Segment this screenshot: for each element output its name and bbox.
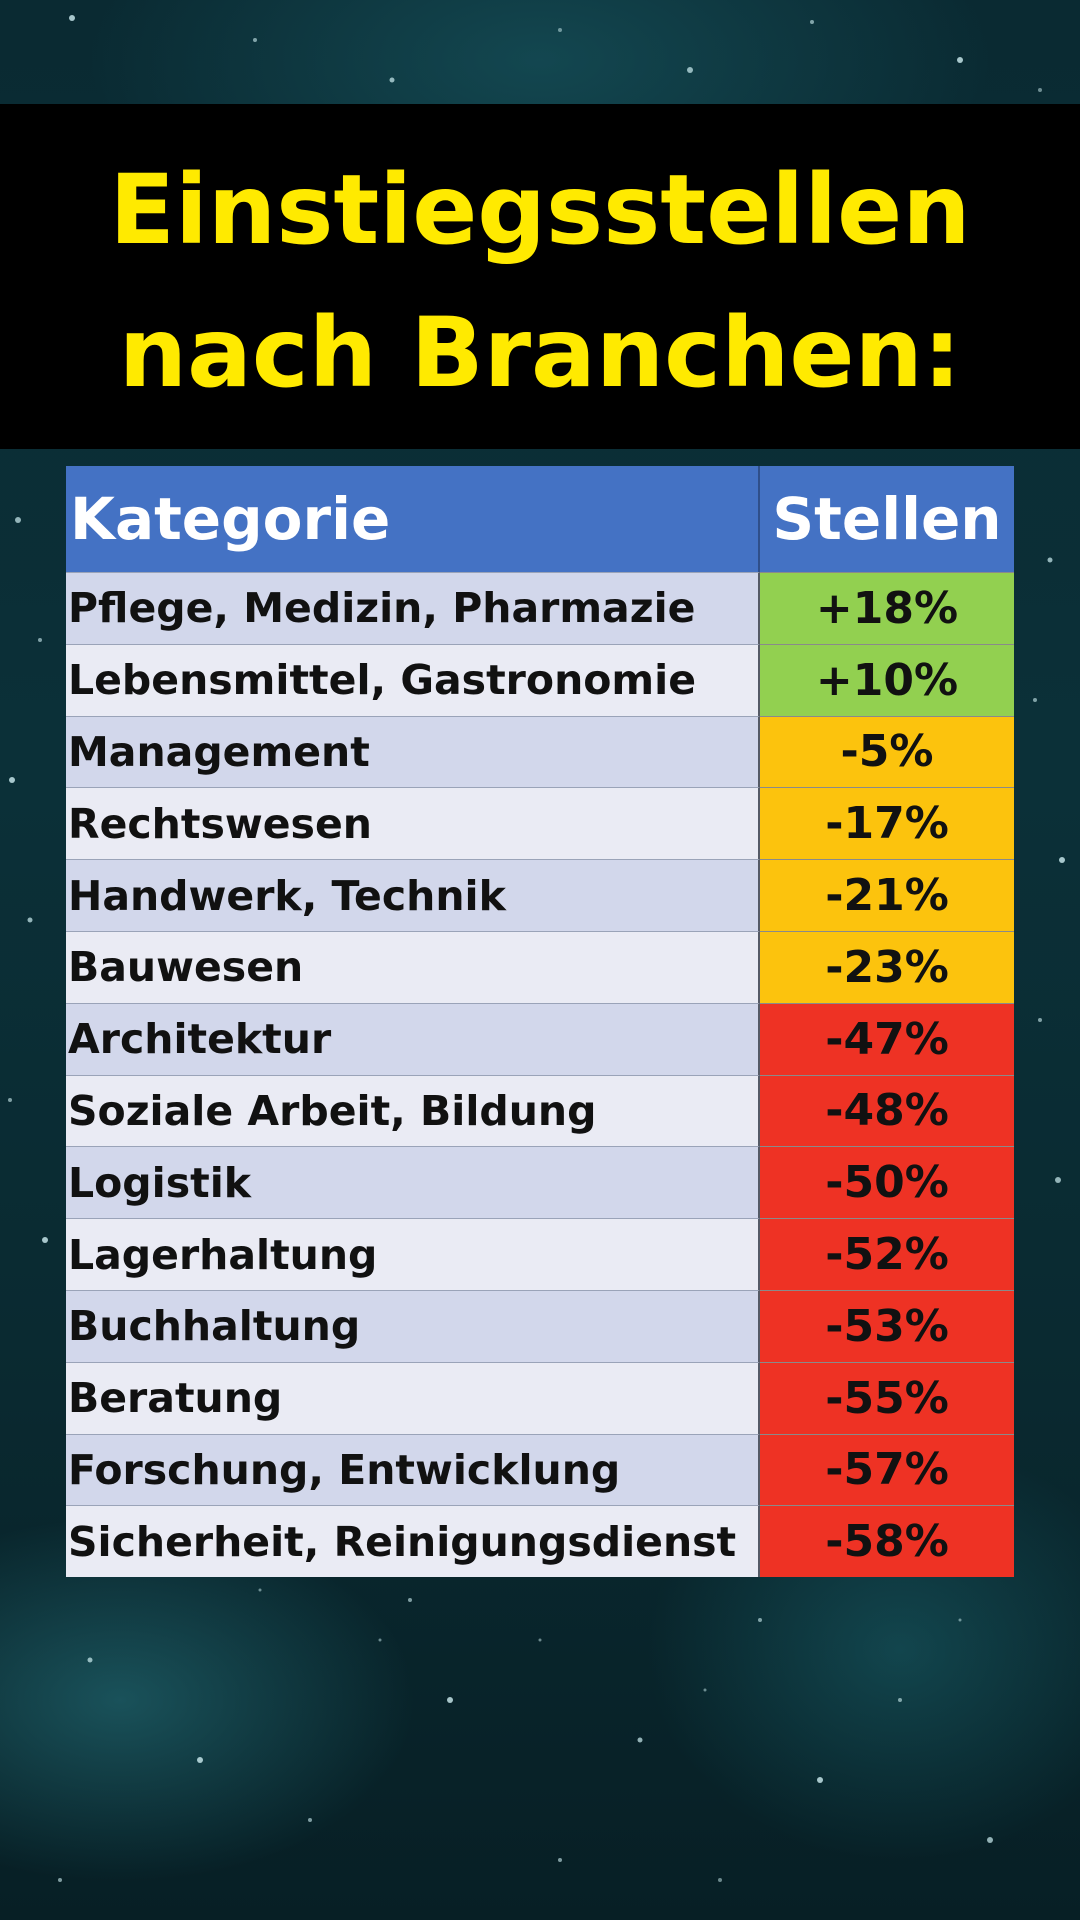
table-row: Pflege, Medizin, Pharmazie +18% xyxy=(66,572,1014,644)
table-row: Lebensmittel, Gastronomie +10% xyxy=(66,643,1014,716)
category-cell: Lagerhaltung xyxy=(66,1218,760,1290)
column-header-kategorie: Kategorie xyxy=(66,466,760,572)
category-cell: Sicherheit, Reinigungsdienst xyxy=(66,1505,760,1578)
category-cell: Architektur xyxy=(66,1002,760,1075)
category-cell: Pflege, Medizin, Pharmazie xyxy=(66,572,760,644)
table-row: Management -5% xyxy=(66,715,1014,788)
table-row: Soziale Arbeit, Bildung -48% xyxy=(66,1074,1014,1147)
table-row: Sicherheit, Reinigungsdienst -58% xyxy=(66,1505,1014,1578)
value-cell: -58% xyxy=(760,1505,1014,1578)
category-cell: Management xyxy=(66,715,760,788)
data-table: Kategorie Stellen Pflege, Medizin, Pharm… xyxy=(66,466,1014,1578)
category-cell: Bauwesen xyxy=(66,930,760,1003)
value-cell: -55% xyxy=(760,1361,1014,1434)
table-body: Pflege, Medizin, Pharmazie +18% Lebensmitt… xyxy=(66,572,1014,1578)
category-cell: Buchhaltung xyxy=(66,1289,760,1362)
category-cell: Handwerk, Technik xyxy=(66,859,760,931)
page-title-line-2: nach Branchen: xyxy=(118,297,962,409)
value-cell: -52% xyxy=(760,1218,1014,1290)
category-cell: Rechtswesen xyxy=(66,787,760,860)
table-header-row: Kategorie Stellen xyxy=(66,466,1014,572)
page-title-line-1: Einstiegsstellen xyxy=(109,154,971,266)
category-cell: Lebensmittel, Gastronomie xyxy=(66,643,760,716)
table-row: Beratung -55% xyxy=(66,1361,1014,1434)
value-cell: -47% xyxy=(760,1002,1014,1075)
table-row: Rechtswesen -17% xyxy=(66,787,1014,860)
value-cell: -50% xyxy=(760,1146,1014,1219)
table-row: Architektur -47% xyxy=(66,1002,1014,1075)
table-row: Bauwesen -23% xyxy=(66,930,1014,1003)
table-row: Buchhaltung -53% xyxy=(66,1289,1014,1362)
value-cell: +18% xyxy=(760,572,1014,644)
table-row: Handwerk, Technik -21% xyxy=(66,859,1014,931)
category-cell: Logistik xyxy=(66,1146,760,1219)
value-cell: -21% xyxy=(760,859,1014,931)
value-cell: -23% xyxy=(760,930,1014,1003)
value-cell: -5% xyxy=(760,715,1014,788)
value-cell: -48% xyxy=(760,1074,1014,1147)
category-cell: Beratung xyxy=(66,1361,760,1434)
title-band xyxy=(0,104,1080,449)
table-row: Logistik -50% xyxy=(66,1146,1014,1219)
table-row: Lagerhaltung -52% xyxy=(66,1218,1014,1290)
column-header-stellen: Stellen xyxy=(772,485,1002,553)
category-cell: Soziale Arbeit, Bildung xyxy=(66,1074,760,1147)
table-row: Forschung, Entwicklung -57% xyxy=(66,1433,1014,1506)
value-cell: +10% xyxy=(760,643,1014,716)
value-cell: -57% xyxy=(760,1433,1014,1506)
value-cell: -17% xyxy=(760,787,1014,860)
category-cell: Forschung, Entwicklung xyxy=(66,1433,760,1506)
value-cell: -53% xyxy=(760,1289,1014,1362)
